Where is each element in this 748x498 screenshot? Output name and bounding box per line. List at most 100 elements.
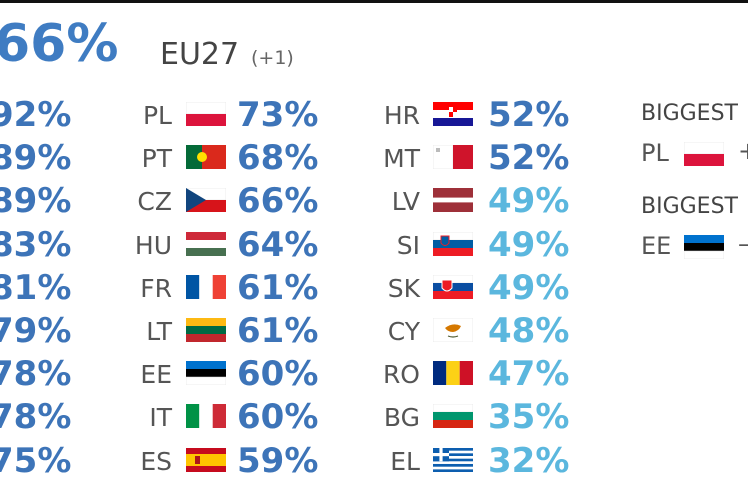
percentage: 60% (237, 354, 319, 395)
country-row: IT 60% (0, 397, 748, 439)
percentage: 75% (0, 440, 72, 481)
country-row: 78% (0, 354, 748, 396)
percentage: 52% (488, 138, 570, 179)
flag (186, 274, 226, 299)
country-row: 92% (0, 95, 748, 137)
country-row: HU 64% (0, 224, 748, 267)
country-code: EE (641, 232, 672, 260)
country-code: SK (387, 273, 420, 303)
country-row: SK 49% (0, 267, 748, 310)
country-row: 83% (0, 224, 748, 267)
flag (186, 231, 226, 256)
flag (433, 447, 473, 472)
country-row: FR 61% (0, 267, 748, 310)
country-row: MT 52% (0, 138, 748, 180)
country-code: FR (140, 273, 172, 303)
flag (433, 361, 473, 386)
percentage: 78% (0, 354, 72, 395)
country-code: IT (149, 403, 172, 433)
country-code: BG (383, 403, 420, 433)
percentage: 49% (488, 267, 570, 308)
country-row: RO 47% (0, 354, 748, 396)
percentage: 68% (237, 138, 319, 179)
flag (433, 145, 473, 170)
country-code: PT (141, 144, 172, 174)
flag (186, 447, 226, 472)
country-row: EE 60% (0, 354, 748, 396)
percentage: 92% (0, 95, 72, 135)
percentage: 61% (237, 267, 319, 308)
country-row: CY 48% (0, 311, 748, 353)
flag (684, 235, 724, 259)
country-code: EE (140, 360, 172, 390)
percentage: 79% (0, 311, 72, 351)
flag (433, 274, 473, 299)
country-row: 79% (0, 311, 748, 353)
flag (186, 318, 226, 342)
percentage: 66% (237, 181, 319, 222)
percentage: 81% (0, 267, 72, 308)
country-row: HR 52% (0, 95, 748, 137)
country-code: PL (641, 139, 669, 167)
percentage: 61% (237, 311, 319, 351)
percentage: 60% (237, 397, 319, 438)
headline-change: (+1) (251, 47, 294, 69)
country-code: CZ (137, 187, 172, 217)
country-row: PL 73% (0, 95, 748, 137)
flag (186, 404, 226, 429)
change: + (738, 137, 748, 165)
percentage: 83% (0, 224, 72, 265)
flag (684, 142, 724, 166)
flag (433, 404, 473, 429)
flag (433, 318, 473, 342)
country-code: EL (390, 446, 420, 476)
flag (433, 231, 473, 256)
percentage: 48% (488, 311, 570, 351)
country-code: PL (142, 101, 172, 130)
percentage: 78% (0, 397, 72, 438)
country-code: ES (140, 446, 172, 476)
percentage: 64% (237, 224, 319, 265)
percentage: 73% (237, 95, 319, 135)
percentage: 35% (488, 397, 570, 438)
country-code: CY (387, 317, 420, 346)
country-row: CZ 66% (0, 181, 748, 223)
flag (186, 145, 226, 170)
country-row: BG 35% (0, 397, 748, 439)
percentage: 32% (488, 440, 570, 481)
percentage: 49% (488, 181, 570, 222)
country-code: LV (391, 187, 420, 217)
country-row: ES 59% (0, 440, 748, 483)
flag (186, 361, 226, 386)
country-row: PT 68% (0, 138, 748, 180)
country-row: SI 49% (0, 225, 748, 267)
change-row: EE – (641, 230, 748, 262)
change-row: PL + (641, 137, 748, 169)
country-row: 81% (0, 267, 748, 310)
percentage: 59% (237, 440, 319, 481)
percentage: 47% (488, 354, 570, 395)
change: – (738, 230, 748, 258)
flag (186, 188, 226, 213)
country-row: 89% (0, 138, 748, 180)
country-code: LT (146, 317, 172, 346)
section-title: BIGGEST (641, 194, 738, 219)
flag (433, 188, 473, 213)
country-row: EL 32% (0, 440, 748, 483)
country-code: SI (396, 230, 420, 260)
country-code: MT (383, 144, 420, 174)
percentage: 89% (0, 138, 72, 179)
headline-value: 66% (0, 14, 119, 74)
country-row: 75% (0, 440, 748, 483)
country-row: 89% (0, 181, 748, 223)
flag (433, 102, 473, 126)
percentage: 89% (0, 181, 72, 222)
headline-label: EU27 (160, 37, 240, 72)
country-row: LV 49% (0, 181, 748, 223)
top-rule (0, 0, 748, 3)
country-row: LT 61% (0, 311, 748, 353)
flag (186, 102, 226, 126)
country-row: 78% (0, 397, 748, 439)
percentage: 52% (488, 95, 570, 135)
